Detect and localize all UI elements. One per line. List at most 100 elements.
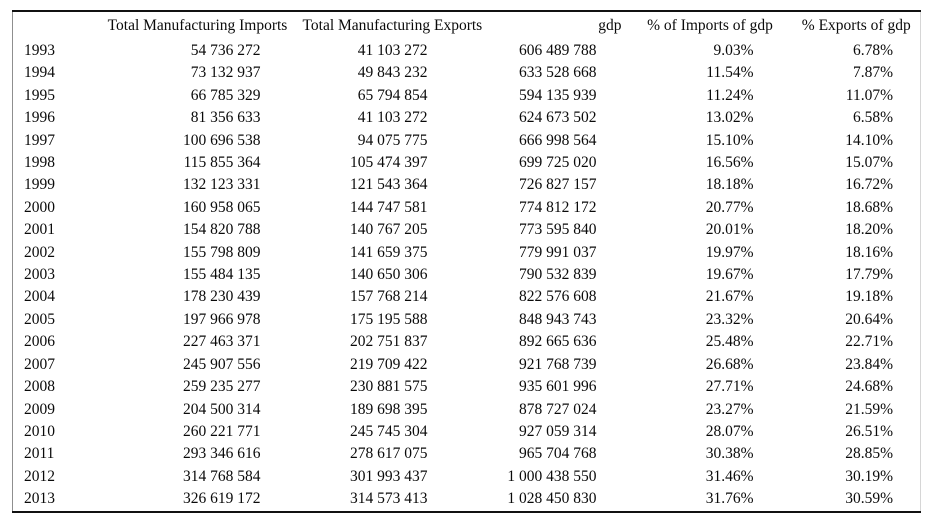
year-cell: 2004 bbox=[24, 288, 55, 306]
value-cell: 19.67% bbox=[705, 266, 754, 284]
value-cell: 26.68% bbox=[705, 355, 754, 373]
value-cell: 773 595 840 bbox=[519, 221, 597, 239]
value-cell: 301 993 437 bbox=[350, 467, 428, 485]
year-cell: 1995 bbox=[24, 86, 55, 104]
year-cell: 2005 bbox=[24, 310, 55, 328]
year-cell: 2011 bbox=[24, 445, 55, 463]
year-cell: 2002 bbox=[24, 243, 55, 261]
value-cell: 121 543 364 bbox=[350, 176, 428, 194]
value-cell: 666 998 564 bbox=[519, 131, 597, 149]
value-cell: 18.20% bbox=[845, 221, 893, 239]
year-cell: 2010 bbox=[24, 422, 55, 440]
value-cell: 175 195 588 bbox=[350, 310, 428, 328]
table-row: 2005 197 966 978 175 195 588 848 943 743 23.… bbox=[13, 309, 921, 331]
column-header-imports-pct-gdp: % of Imports of gdp bbox=[647, 17, 773, 34]
value-cell: 848 943 743 bbox=[519, 310, 597, 328]
value-cell: 30.19% bbox=[845, 467, 893, 485]
value-cell: 892 665 636 bbox=[519, 333, 597, 351]
value-cell: 293 346 616 bbox=[183, 445, 261, 463]
value-cell: 19.18% bbox=[845, 288, 893, 306]
value-cell: 594 135 939 bbox=[519, 86, 597, 104]
year-cell: 2007 bbox=[24, 355, 55, 373]
value-cell: 921 768 739 bbox=[519, 355, 597, 373]
value-cell: 30.59% bbox=[845, 490, 893, 508]
value-cell: 21.59% bbox=[845, 400, 893, 418]
value-cell: 41 103 272 bbox=[357, 42, 428, 59]
value-cell: 31.76% bbox=[705, 490, 754, 508]
value-cell: 25.48% bbox=[705, 333, 754, 351]
manufacturing-trade-table: Total Manufacturing Imports Total Manufa… bbox=[12, 10, 921, 513]
value-cell: 189 698 395 bbox=[350, 400, 428, 418]
table-row: 1998 115 855 364 105 474 397 699 725 020 16.… bbox=[13, 152, 921, 174]
value-cell: 18.16% bbox=[845, 243, 893, 261]
value-cell: 160 958 065 bbox=[183, 198, 261, 216]
value-cell: 28.85% bbox=[845, 445, 893, 463]
value-cell: 132 123 331 bbox=[183, 176, 261, 194]
column-header-imports: Total Manufacturing Imports bbox=[107, 17, 288, 34]
value-cell: 624 673 502 bbox=[519, 109, 597, 127]
value-cell: 100 696 538 bbox=[183, 131, 261, 149]
value-cell: 155 798 809 bbox=[183, 243, 261, 261]
value-cell: 790 532 839 bbox=[519, 266, 597, 284]
value-cell: 219 709 422 bbox=[350, 355, 428, 373]
value-cell: 28.07% bbox=[705, 422, 754, 440]
table-row: 2002 155 798 809 141 659 375 779 991 037 19.… bbox=[13, 242, 921, 264]
table-row: 2000 160 958 065 144 747 581 774 812 172 20.… bbox=[13, 197, 921, 219]
value-cell: 19.97% bbox=[705, 243, 754, 261]
value-cell: 18.18% bbox=[705, 176, 754, 194]
value-cell: 73 132 937 bbox=[190, 64, 261, 82]
table-header-row: Total Manufacturing Imports Total Manufa… bbox=[13, 11, 921, 40]
value-cell: 15.07% bbox=[845, 154, 893, 172]
year-cell: 2003 bbox=[24, 266, 55, 284]
value-cell: 245 745 304 bbox=[350, 422, 428, 440]
column-header-exports: Total Manufacturing Exports bbox=[302, 17, 483, 34]
value-cell: 822 576 608 bbox=[519, 288, 597, 306]
year-cell: 1993 bbox=[24, 42, 55, 59]
table-row: 1996 81 356 633 41 103 272 624 673 502 13.02… bbox=[13, 107, 921, 129]
value-cell: 54 736 272 bbox=[190, 42, 261, 59]
value-cell: 94 075 775 bbox=[357, 131, 428, 149]
year-cell: 2006 bbox=[24, 333, 55, 351]
value-cell: 11.24% bbox=[706, 86, 754, 104]
year-cell: 1994 bbox=[24, 64, 55, 82]
value-cell: 154 820 788 bbox=[183, 221, 261, 239]
value-cell: 31.46% bbox=[705, 467, 754, 485]
value-cell: 65 794 854 bbox=[357, 86, 428, 104]
table-body: 1993 54 736 272 41 103 272 606 489 788 9.03%… bbox=[13, 40, 921, 512]
value-cell: 23.32% bbox=[705, 310, 754, 328]
table-row: 2006 227 463 371 202 751 837 892 665 636 25.… bbox=[13, 331, 921, 353]
value-cell: 11.54% bbox=[706, 64, 754, 82]
value-cell: 260 221 771 bbox=[183, 422, 261, 440]
value-cell: 11.07% bbox=[845, 86, 893, 104]
value-cell: 314 768 584 bbox=[183, 467, 261, 485]
value-cell: 779 991 037 bbox=[519, 243, 597, 261]
value-cell: 1 028 450 830 bbox=[507, 490, 597, 508]
table-row: 1993 54 736 272 41 103 272 606 489 788 9.03%… bbox=[13, 40, 921, 62]
table-row: 1999 132 123 331 121 543 364 726 827 157 18.… bbox=[13, 174, 921, 196]
value-cell: 7.87% bbox=[852, 64, 893, 82]
year-cell: 1996 bbox=[24, 109, 55, 127]
table-row: 1997 100 696 538 94 075 775 666 998 564 15.1… bbox=[13, 130, 921, 152]
value-cell: 81 356 633 bbox=[190, 109, 261, 127]
column-header-exports-pct-gdp: % Exports of gdp bbox=[801, 17, 911, 34]
table-row: 2001 154 820 788 140 767 205 773 595 840 20.… bbox=[13, 219, 921, 241]
value-cell: 157 768 214 bbox=[350, 288, 428, 306]
value-cell: 6.58% bbox=[852, 109, 893, 127]
year-cell: 2013 bbox=[24, 490, 55, 508]
value-cell: 20.01% bbox=[705, 221, 754, 239]
value-cell: 23.27% bbox=[705, 400, 754, 418]
value-cell: 140 767 205 bbox=[350, 221, 428, 239]
year-cell: 2012 bbox=[24, 467, 55, 485]
value-cell: 314 573 413 bbox=[350, 490, 428, 508]
column-header-year bbox=[13, 11, 93, 40]
table-row: 2003 155 484 135 140 650 306 790 532 839 19.… bbox=[13, 264, 921, 286]
value-cell: 140 650 306 bbox=[350, 266, 428, 284]
value-cell: 633 528 668 bbox=[519, 64, 597, 82]
value-cell: 9.03% bbox=[713, 42, 754, 59]
table-row: 2007 245 907 556 219 709 422 921 768 739 26.… bbox=[13, 354, 921, 376]
value-cell: 230 881 575 bbox=[350, 378, 428, 396]
value-cell: 21.67% bbox=[705, 288, 754, 306]
value-cell: 878 727 024 bbox=[519, 400, 597, 418]
value-cell: 17.79% bbox=[845, 266, 893, 284]
